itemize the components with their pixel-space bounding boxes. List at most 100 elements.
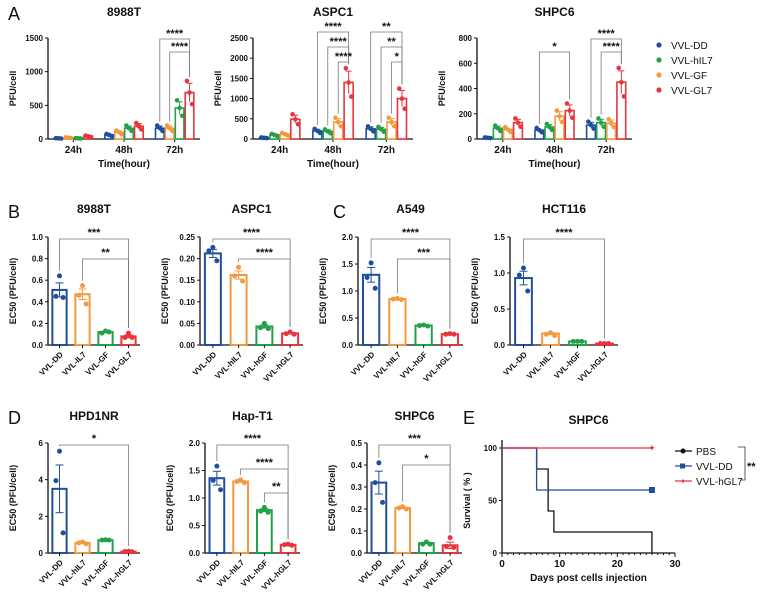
chart-B-8988T: 0.0 0.2 0.4 0.6 0.8 1.0 8988T EC50 (PFU/cell) VV…: [8, 202, 140, 380]
y-tick-label: 0.6: [32, 276, 44, 285]
data-point: [549, 127, 555, 133]
y-tick-label: 0.5: [189, 522, 201, 531]
x-tick-label: VVL-IL7: [60, 350, 88, 378]
data-point: [274, 133, 280, 139]
data-point: [508, 129, 513, 135]
legend-marker-star: ✦: [680, 477, 687, 486]
legend-label: PBS: [696, 447, 716, 458]
data-point: [76, 540, 82, 546]
y-tick-label: 4: [39, 476, 44, 485]
data-point: [285, 133, 290, 138]
panel-label-D: D: [8, 408, 21, 428]
y-tick-label: 0.2: [351, 505, 363, 514]
data-point: [83, 541, 89, 547]
data-point: [391, 123, 397, 129]
x-tick-label: VVL-hIL7: [372, 350, 403, 381]
y-tick-label: 0.8: [32, 255, 44, 264]
data-point: [122, 334, 128, 340]
bar-VVL-hIL7: [232, 480, 249, 554]
y-tick-label: 1000: [230, 95, 248, 104]
data-point: [189, 101, 195, 107]
chart-B-ASPC1: 0.00 0.05 0.10 0.15 0.20 0.25 ASPC1 EC50 (PFU/c…: [160, 202, 303, 384]
y-tick-label: 0.0: [32, 341, 44, 350]
data-point: [240, 278, 246, 284]
data-point: [122, 549, 128, 555]
x-tick-label: 10: [554, 559, 566, 570]
data-point: [210, 244, 216, 250]
data-point: [451, 331, 457, 337]
data-point: [214, 463, 220, 469]
legend-marker-square: [680, 463, 685, 469]
significance-bracket: [263, 492, 289, 540]
significance-label: ****: [166, 28, 184, 40]
y-tick-label: 0.15: [179, 276, 195, 285]
y-tick-label: 1.5: [342, 260, 354, 269]
data-point: [295, 121, 301, 127]
data-point: [591, 126, 596, 131]
significance-bracket: [370, 238, 451, 329]
chart-title: 8988T: [77, 202, 112, 216]
data-point: [443, 331, 449, 337]
bar-VVL-hIL7: [394, 506, 411, 554]
significance-label: ****: [244, 433, 262, 445]
panel-label-A: A: [8, 4, 20, 24]
data-point: [606, 116, 611, 122]
significance-bracket: [391, 61, 403, 114]
y-tick-label: 1.5: [189, 467, 201, 476]
data-point: [119, 131, 124, 137]
x-tick-label: 48h: [115, 145, 132, 156]
significance-label: ****: [402, 227, 420, 239]
data-point: [184, 78, 190, 84]
data-point: [57, 448, 62, 454]
y-tick-label: 0: [468, 135, 473, 144]
data-point: [368, 260, 374, 266]
significance-label: ****: [243, 227, 261, 239]
data-point: [257, 325, 263, 331]
x-tick-label: 48h: [324, 145, 341, 156]
chart-title: SHPC6: [394, 409, 434, 423]
data-point: [552, 333, 558, 339]
y-tick-label: 0.25: [179, 233, 195, 242]
data-point: [396, 505, 402, 511]
y-tick-label: 0.10: [179, 298, 195, 307]
data-point: [447, 331, 453, 337]
y-tick-label: 6: [39, 439, 44, 448]
chart-title: Hap-T1: [232, 409, 273, 423]
x-tick-label: 72h: [166, 145, 183, 156]
y-axis-label: PFU/cell: [213, 71, 223, 107]
y-tick-label: 2: [39, 512, 44, 521]
data-point: [289, 542, 295, 548]
y-axis-label: EC50 (PFU/cell): [470, 258, 480, 325]
data-point: [543, 331, 549, 337]
data-point: [602, 341, 607, 347]
x-tick-label: 48h: [546, 145, 563, 156]
data-point: [394, 296, 400, 302]
y-tick-label: 0.3: [351, 483, 363, 492]
y-axis-label: EC50 (PFU/cell): [160, 258, 170, 325]
data-point: [206, 248, 212, 254]
x-tick-label: 72h: [378, 145, 395, 156]
x-tick-label: VVL-hIL7: [525, 350, 556, 381]
x-tick-label: 24h: [271, 145, 288, 156]
y-axis-label: EC50 (PFU/cell): [8, 465, 18, 532]
data-point: [443, 543, 449, 549]
data-point: [420, 541, 426, 547]
data-point: [264, 135, 270, 141]
data-point: [139, 127, 144, 132]
data-point: [570, 338, 576, 344]
legend-marker-VVL-hIL7: [656, 57, 662, 63]
significance-label: *: [424, 453, 429, 465]
data-point: [425, 323, 431, 329]
significance-label: ***: [417, 247, 431, 259]
data-point: [265, 509, 271, 515]
data-point: [88, 134, 94, 140]
x-axis-label: Days post cells injection: [530, 573, 647, 584]
significance-label: **: [747, 461, 756, 473]
bar-VVL-hGF: [414, 324, 433, 346]
significance-bracket: [538, 51, 571, 124]
data-point: [488, 135, 493, 141]
data-point: [68, 135, 74, 141]
